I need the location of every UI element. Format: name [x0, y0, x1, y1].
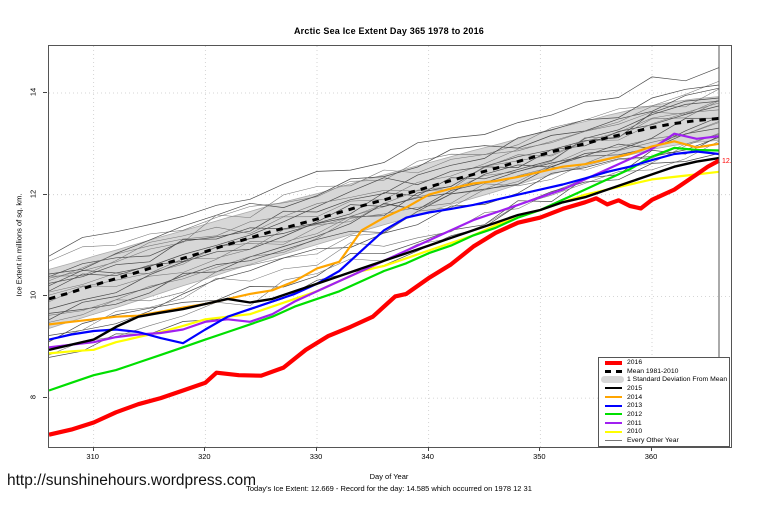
x-tick-mark	[539, 447, 541, 451]
legend-label: 2013	[627, 402, 643, 410]
legend-item: 2011	[599, 419, 729, 428]
legend-swatch-dash	[605, 367, 622, 375]
x-tick-mark	[316, 447, 317, 451]
legend-swatch-line	[605, 358, 622, 366]
x-tick-mark	[92, 447, 94, 451]
x-tick-label: 360	[644, 452, 658, 461]
x-tick-mark	[204, 447, 206, 451]
legend-label: Every Other Year	[627, 437, 679, 445]
other-year-line	[49, 116, 720, 314]
legend-label: 1 Standard Deviation From Mean	[627, 376, 728, 384]
chart-title: Arctic Sea Ice Extent Day 365 1978 to 20…	[293, 26, 484, 36]
legend-item: 1 Standard Deviation From Mean	[599, 375, 729, 384]
series-2012	[49, 146, 720, 392]
x-tick-label: 330	[309, 452, 323, 461]
other-year-line	[49, 80, 720, 262]
y-axis-label: Ice Extent in millions of sq. km.	[14, 193, 24, 297]
x-tick-label: 310	[86, 452, 99, 461]
x-axis-label: Day of Year	[369, 472, 409, 481]
other-year-line	[49, 127, 720, 321]
current-extent-label: 12.669	[722, 158, 731, 165]
legend-swatch-line	[605, 419, 622, 427]
legend-swatch-line	[605, 428, 622, 436]
legend-swatch-line	[605, 402, 622, 410]
x-tick-mark	[651, 447, 652, 451]
y-tick-label: 8	[28, 395, 38, 400]
series-2015	[49, 156, 720, 351]
other-year-line	[49, 102, 720, 282]
legend-label: 2011	[627, 419, 642, 427]
other-year-line	[49, 88, 720, 279]
footer-url: http://sunshinehours.wordpress.com	[7, 472, 256, 489]
series-2013	[49, 150, 720, 345]
legend-item: 2010	[599, 428, 729, 437]
legend-item: 2014	[599, 393, 729, 402]
legend-label: 2016	[627, 358, 643, 366]
y-tick-label: 12	[28, 189, 38, 198]
x-tick-label: 350	[533, 452, 546, 461]
y-tick-label: 10	[28, 291, 38, 300]
x-tick-label: 340	[421, 452, 434, 461]
legend-label: Mean 1981-2010	[627, 367, 679, 375]
other-year-line	[49, 84, 720, 278]
other-year-line	[49, 117, 720, 310]
legend: 2016 Mean 1981-2010 1 Standard Deviation F…	[598, 357, 730, 447]
legend-item: Every Other Year	[599, 436, 729, 445]
legend-swatch-line	[605, 393, 622, 401]
legend-label: 2014	[627, 393, 643, 401]
y-tick-mark	[43, 295, 47, 297]
y-tick-mark	[43, 193, 47, 195]
x-tick-mark	[427, 447, 429, 451]
plot-panel: 12.669	[48, 45, 732, 448]
other-year-line	[49, 99, 720, 277]
legend-label: 2012	[627, 410, 643, 418]
legend-swatch-thinline	[605, 437, 622, 445]
legend-item: 2012	[599, 410, 729, 419]
legend-swatch-line	[605, 410, 622, 418]
legend-label: 2015	[627, 384, 643, 392]
legend-item: Mean 1981-2010	[599, 367, 729, 376]
series-2016	[49, 158, 721, 437]
series-mean-1981-2010	[49, 116, 720, 301]
legend-item: 2013	[599, 401, 729, 410]
legend-swatch-band	[601, 376, 624, 384]
legend-swatch-line	[605, 384, 622, 392]
y-tick-label: 14	[28, 87, 38, 97]
other-year-line	[49, 87, 720, 275]
other-year-line	[49, 67, 720, 257]
x-tick-label: 320	[198, 452, 211, 461]
other-year-line	[49, 100, 720, 284]
legend-item: 2015	[599, 384, 729, 393]
y-tick-mark	[43, 92, 47, 93]
other-year-line	[49, 136, 720, 336]
footer-caption: Today's Ice Extent: 12.669 - Record for …	[246, 484, 532, 493]
chart-svg: 12.669	[49, 46, 731, 447]
legend-item: 2016	[599, 358, 729, 367]
legend-label: 2010	[627, 428, 643, 436]
y-tick-mark	[43, 397, 47, 399]
